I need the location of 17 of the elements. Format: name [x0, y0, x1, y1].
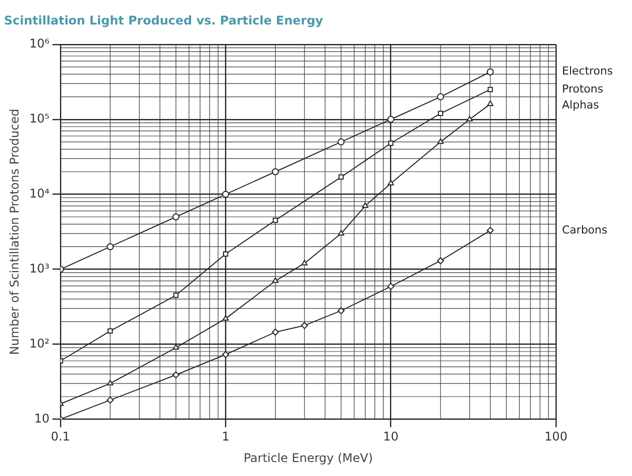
y-tick-label: 10 [34, 411, 50, 426]
y-tick-label: 10³ [29, 261, 50, 276]
y-tick-label: 10⁶ [29, 36, 50, 51]
x-tick-label: 10 [383, 430, 398, 444]
text: Electrons [562, 64, 614, 78]
y-tick-label: 10⁵ [29, 111, 50, 126]
y-tick-label: 10² [29, 336, 50, 350]
text: Alphas [562, 98, 600, 112]
chart-title: Scintillation Light Produced vs. Particle Energy [4, 13, 324, 28]
x-axis-title: Particle Energy (MeV) [244, 450, 373, 465]
text: Protons [562, 82, 604, 96]
x-tick-label: 1 [222, 430, 230, 444]
x-tick-label: 100 [544, 430, 568, 444]
y-tick-label: 10⁴ [29, 186, 50, 200]
x-tick-label: 0.1 [50, 430, 70, 444]
y-axis-title: Number of Scintillation Protons Produced [7, 108, 22, 355]
text: Carbons [562, 223, 608, 236]
